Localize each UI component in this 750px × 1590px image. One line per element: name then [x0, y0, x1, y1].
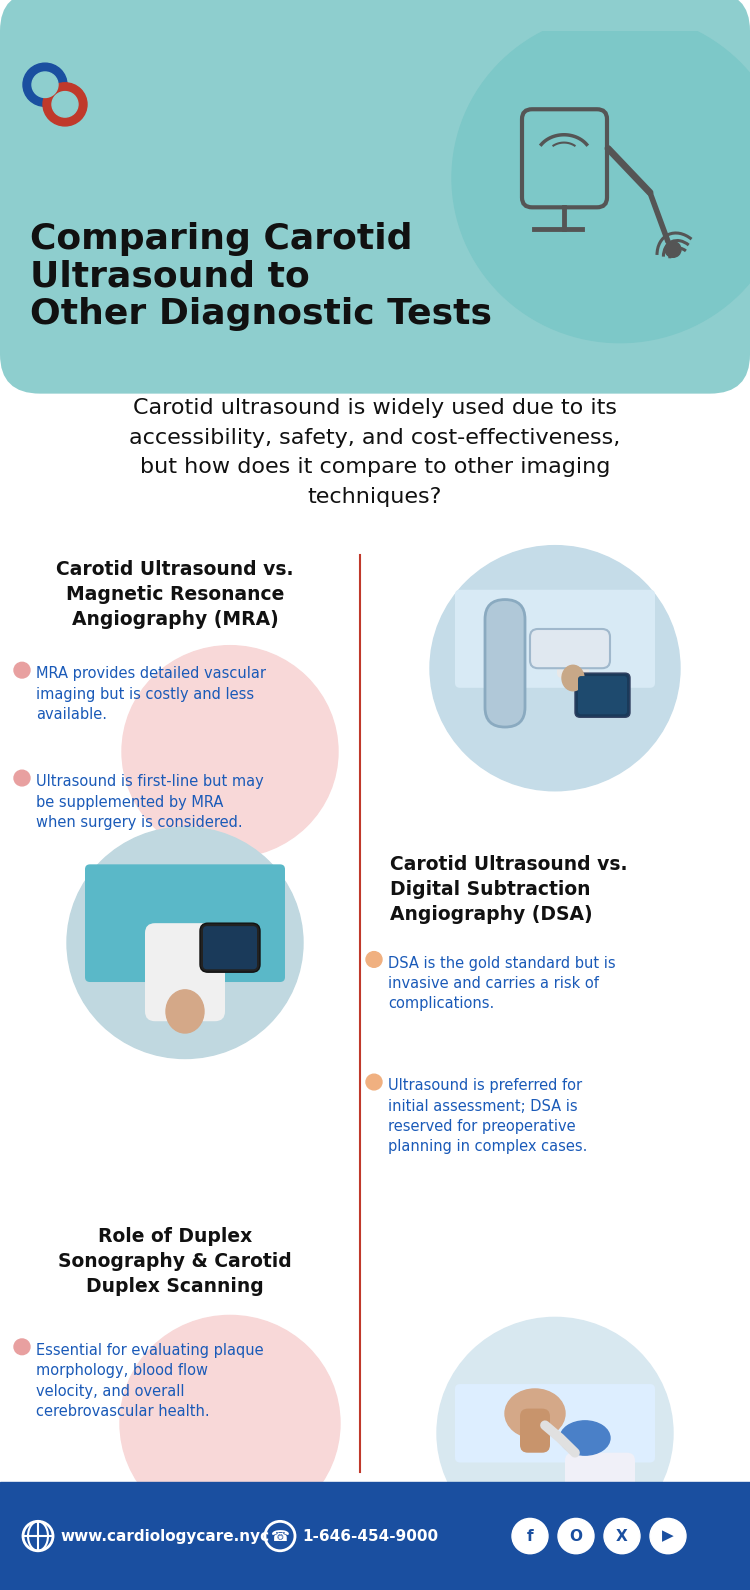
Text: ▶: ▶ [662, 1528, 674, 1544]
FancyBboxPatch shape [0, 0, 750, 394]
Circle shape [366, 951, 382, 967]
Text: www.cardiologycare.nyc: www.cardiologycare.nyc [60, 1528, 269, 1544]
Text: O: O [569, 1528, 583, 1544]
FancyBboxPatch shape [203, 925, 257, 970]
Circle shape [14, 1339, 30, 1355]
Text: MRA provides detailed vascular
imaging but is costly and less
available.: MRA provides detailed vascular imaging b… [36, 666, 266, 722]
Text: X: X [616, 1528, 628, 1544]
Circle shape [14, 770, 30, 785]
Circle shape [32, 72, 58, 97]
Circle shape [650, 1518, 686, 1553]
FancyBboxPatch shape [485, 599, 525, 727]
Text: Comparing Carotid: Comparing Carotid [30, 223, 412, 256]
Text: ☎: ☎ [271, 1528, 290, 1544]
Text: Ultrasound to: Ultrasound to [30, 259, 310, 293]
Text: Essential for evaluating plaque
morphology, blood flow
velocity, and overall
cer: Essential for evaluating plaque morpholo… [36, 1344, 264, 1420]
Text: Role of Duplex
Sonography & Carotid
Duplex Scanning: Role of Duplex Sonography & Carotid Dupl… [58, 1227, 292, 1296]
Circle shape [122, 646, 338, 857]
Text: Carotid Ultrasound vs.
Digital Subtraction
Angiography (DSA): Carotid Ultrasound vs. Digital Subtracti… [390, 854, 628, 924]
Circle shape [14, 663, 30, 677]
FancyBboxPatch shape [145, 924, 225, 1021]
FancyBboxPatch shape [520, 1409, 550, 1453]
Text: Carotid Ultrasound vs.
Magnetic Resonance
Angiography (MRA): Carotid Ultrasound vs. Magnetic Resonanc… [56, 560, 294, 630]
Circle shape [43, 83, 87, 126]
FancyBboxPatch shape [455, 1383, 655, 1463]
Circle shape [52, 92, 78, 118]
Circle shape [452, 13, 750, 342]
Text: f: f [526, 1528, 533, 1544]
Bar [0, 1482, 750, 1590]
Circle shape [23, 64, 67, 107]
Ellipse shape [560, 1421, 610, 1455]
FancyBboxPatch shape [578, 676, 627, 714]
FancyBboxPatch shape [522, 110, 607, 207]
Text: DSA is the gold standard but is
invasive and carries a risk of
complications.: DSA is the gold standard but is invasive… [388, 956, 616, 1011]
FancyBboxPatch shape [85, 865, 285, 983]
Circle shape [430, 545, 680, 790]
Ellipse shape [166, 991, 204, 1034]
Text: 1-646-454-9000: 1-646-454-9000 [302, 1528, 438, 1544]
FancyBboxPatch shape [200, 924, 260, 971]
Circle shape [120, 1315, 340, 1531]
Circle shape [437, 1318, 673, 1549]
Ellipse shape [505, 1390, 565, 1437]
Text: Ultrasound is first-line but may
be supplemented by MRA
when surgery is consider: Ultrasound is first-line but may be supp… [36, 774, 264, 830]
Circle shape [67, 827, 303, 1059]
FancyBboxPatch shape [530, 630, 610, 668]
Circle shape [366, 1075, 382, 1089]
FancyBboxPatch shape [565, 1453, 635, 1512]
Text: Other Diagnostic Tests: Other Diagnostic Tests [30, 297, 492, 331]
Circle shape [604, 1518, 640, 1553]
Ellipse shape [562, 665, 584, 690]
Text: Carotid ultrasound is widely used due to its
accessibility, safety, and cost-eff: Carotid ultrasound is widely used due to… [129, 398, 621, 507]
Circle shape [512, 1518, 548, 1553]
FancyBboxPatch shape [575, 673, 630, 717]
FancyBboxPatch shape [455, 590, 655, 688]
FancyBboxPatch shape [557, 649, 589, 677]
Text: Ultrasound is preferred for
initial assessment; DSA is
reserved for preoperative: Ultrasound is preferred for initial asse… [388, 1078, 587, 1154]
Circle shape [665, 242, 681, 258]
Circle shape [558, 1518, 594, 1553]
